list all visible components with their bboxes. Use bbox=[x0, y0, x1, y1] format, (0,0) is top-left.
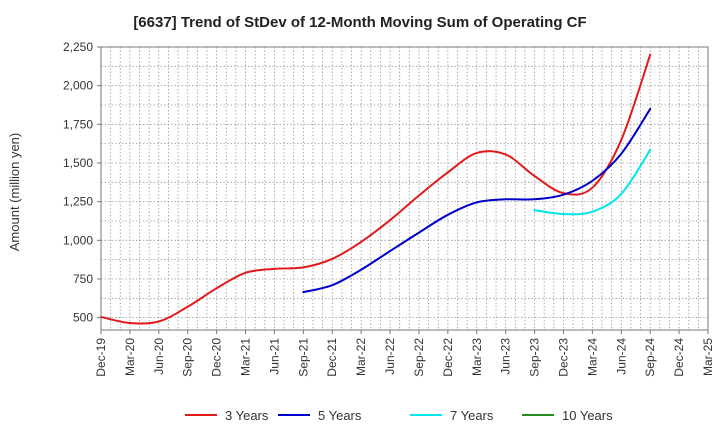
legend-label-10-years: 10 Years bbox=[562, 408, 613, 423]
x-tick-label: Mar-25 bbox=[701, 338, 715, 376]
y-tick-label: 1,250 bbox=[63, 195, 93, 209]
x-tick-label: Sep-24 bbox=[643, 338, 657, 377]
x-tick-label: Dec-20 bbox=[210, 338, 224, 377]
chart-title: [6637] Trend of StDev of 12-Month Moving… bbox=[133, 14, 586, 31]
y-tick-label: 500 bbox=[73, 311, 93, 325]
x-tick-label: Sep-22 bbox=[412, 338, 426, 377]
series-line-5-years bbox=[302, 107, 652, 294]
x-tick-label: Sep-21 bbox=[296, 338, 310, 377]
grid bbox=[100, 46, 709, 330]
legend: 3 Years 5 Years 7 Years 10 Years bbox=[185, 408, 613, 423]
y-tick-label: 2,000 bbox=[63, 79, 93, 93]
x-tick-label: Sep-23 bbox=[528, 338, 542, 377]
legend-label-5-years: 5 Years bbox=[318, 408, 362, 423]
x-tick-label: Mar-22 bbox=[354, 338, 368, 376]
y-ticks: 500 750 1,000 1,250 1,500 1,750 2,000 2,250 bbox=[63, 40, 101, 325]
x-tick-label: Dec-24 bbox=[672, 338, 686, 377]
x-tick-label: Sep-20 bbox=[181, 338, 195, 377]
x-tick-label: Dec-22 bbox=[441, 338, 455, 377]
x-tick-label: Mar-23 bbox=[470, 338, 484, 376]
x-tick-label: Jun-21 bbox=[267, 338, 281, 375]
legend-label-3-years: 3 Years bbox=[225, 408, 269, 423]
x-tick-label: Dec-23 bbox=[556, 338, 570, 377]
x-tick-label: Mar-21 bbox=[239, 338, 253, 376]
x-ticks: Dec-19 Mar-20 Jun-20 Sep-20 Dec-20 Mar-21 Jun-… bbox=[94, 330, 715, 377]
plot-frame bbox=[100, 46, 709, 331]
y-tick-label: 2,250 bbox=[63, 40, 93, 54]
y-tick-label: 1,750 bbox=[63, 117, 93, 131]
x-tick-label: Dec-21 bbox=[325, 338, 339, 377]
x-tick-label: Jun-24 bbox=[614, 338, 628, 375]
x-tick-label: Dec-19 bbox=[94, 338, 108, 377]
x-tick-label: Jun-22 bbox=[383, 338, 397, 375]
x-tick-label: Jun-20 bbox=[152, 338, 166, 375]
series-lines bbox=[100, 53, 652, 325]
x-tick-label: Jun-23 bbox=[499, 338, 513, 375]
x-tick-label: Mar-20 bbox=[123, 338, 137, 376]
y-tick-label: 750 bbox=[73, 272, 93, 286]
series-line-3-years bbox=[100, 53, 652, 325]
legend-label-7-years: 7 Years bbox=[450, 408, 494, 423]
x-tick-label: Mar-24 bbox=[585, 338, 599, 376]
y-tick-label: 1,000 bbox=[63, 233, 93, 247]
y-axis-label: Amount (million yen) bbox=[7, 133, 22, 252]
y-tick-label: 1,500 bbox=[63, 156, 93, 170]
series-line-7-years bbox=[533, 148, 652, 216]
